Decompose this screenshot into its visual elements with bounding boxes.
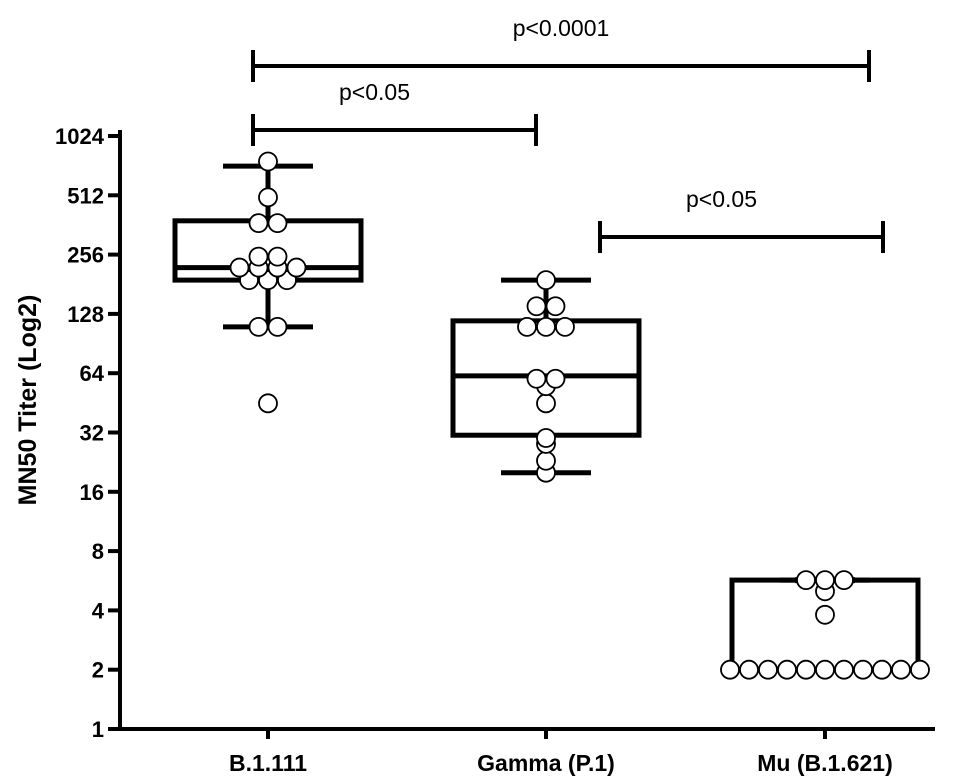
y-tick-label: 1024	[55, 124, 105, 149]
data-point	[536, 316, 556, 337]
axes: 1 2 4 8 16 32 64 128 256 512 1024 B.1.111 Gamma (P.1…	[55, 124, 935, 776]
y-tick-label: 4	[92, 598, 105, 623]
boxes	[172, 163, 921, 673]
data-point	[229, 257, 250, 278]
data-point	[872, 659, 892, 680]
comparison-label: p<0.05	[686, 186, 757, 212]
data-point	[258, 393, 278, 414]
x-tick-label: Gamma (P.1)	[477, 750, 615, 776]
data-point	[267, 316, 288, 337]
data-point	[555, 316, 575, 337]
y-tick-label: 128	[67, 302, 104, 327]
y-tick-label: 64	[80, 361, 105, 386]
data-point	[545, 368, 566, 389]
data-point	[834, 570, 854, 590]
data-point	[526, 368, 547, 389]
data-point	[267, 246, 288, 267]
data-point	[815, 604, 835, 625]
data-point	[815, 570, 835, 590]
data-point	[258, 151, 278, 172]
x-tick-label: B.1.111	[229, 750, 307, 776]
data-point	[777, 659, 797, 680]
comparison-brackets: p<0.0001 p<0.05 p<0.05	[251, 15, 885, 253]
data-points	[229, 151, 930, 680]
data-point	[267, 213, 288, 233]
y-tick-label: 1	[92, 717, 104, 742]
data-point	[526, 296, 547, 317]
y-tick-label: 8	[92, 539, 104, 564]
comparison-bracket: p<0.0001	[251, 15, 871, 82]
data-point	[248, 316, 269, 337]
data-point	[258, 187, 278, 208]
data-point	[536, 428, 556, 448]
y-tick-label: 256	[67, 243, 104, 268]
data-point	[286, 257, 307, 278]
data-point	[536, 270, 556, 291]
y-axis-label: MN50 Titer (Log2)	[14, 295, 42, 506]
data-point	[248, 246, 269, 267]
comparison-label: p<0.05	[339, 79, 410, 105]
data-point	[853, 659, 873, 680]
y-tick-label: 2	[92, 658, 104, 683]
x-tick-label: Mu (B.1.621)	[757, 750, 892, 776]
data-point	[720, 659, 740, 680]
comparison-bracket: p<0.05	[598, 186, 885, 253]
comparison-label: p<0.0001	[513, 15, 610, 41]
data-point	[796, 659, 816, 680]
y-tick-label: 16	[80, 480, 104, 505]
data-point	[796, 570, 816, 590]
data-point	[739, 659, 759, 680]
data-point	[536, 393, 556, 414]
data-point	[834, 659, 854, 680]
data-point	[891, 659, 911, 680]
data-point	[517, 316, 537, 337]
data-point	[910, 659, 930, 680]
data-point	[536, 450, 556, 471]
y-tick-label: 32	[80, 421, 104, 446]
data-point	[545, 296, 566, 317]
y-tick-label: 512	[67, 183, 104, 208]
data-point	[758, 659, 778, 680]
data-point	[815, 659, 835, 680]
comparison-bracket: p<0.05	[251, 79, 538, 146]
data-point	[248, 213, 269, 233]
